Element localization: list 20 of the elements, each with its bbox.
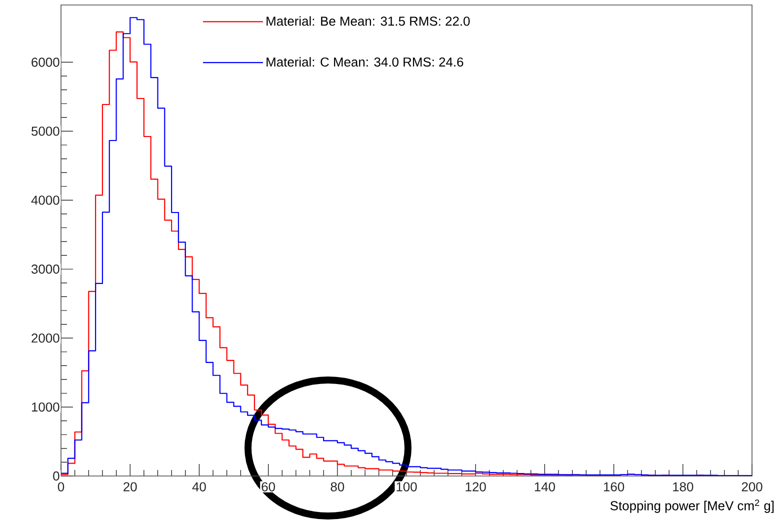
x-tick-label: 100 [396,482,417,492]
legend-label: Material: Be Mean: 31.5 RMS: 22.0 [266,16,470,26]
y-tick-label: 2000 [32,333,60,343]
y-tick-label: 6000 [32,58,60,67]
x-axis-title: Stopping power [MeV cm$^{2}$ g] [610,500,774,513]
x-tick-label: 60 [262,482,276,492]
legend-label: Material: C Mean: 34.0 RMS: 24.6 [266,57,464,67]
x-tick-label: 120 [466,482,486,492]
y-tick-label: 5000 [32,126,60,136]
x-tick-label: 40 [192,482,206,492]
x-tick-label: 200 [742,482,762,492]
x-tick-label: 140 [534,482,556,492]
x-tick-label: 20 [124,482,137,492]
x-tick-label: 180 [673,482,694,492]
y-tick-label: 1000 [32,402,60,412]
y-tick-label: 4000 [31,196,60,205]
x-tick-label: 80 [330,482,344,492]
x-tick-label: 160 [604,482,624,492]
y-tick-label: 3000 [31,264,60,274]
y-tick-label: 0 [53,471,60,481]
